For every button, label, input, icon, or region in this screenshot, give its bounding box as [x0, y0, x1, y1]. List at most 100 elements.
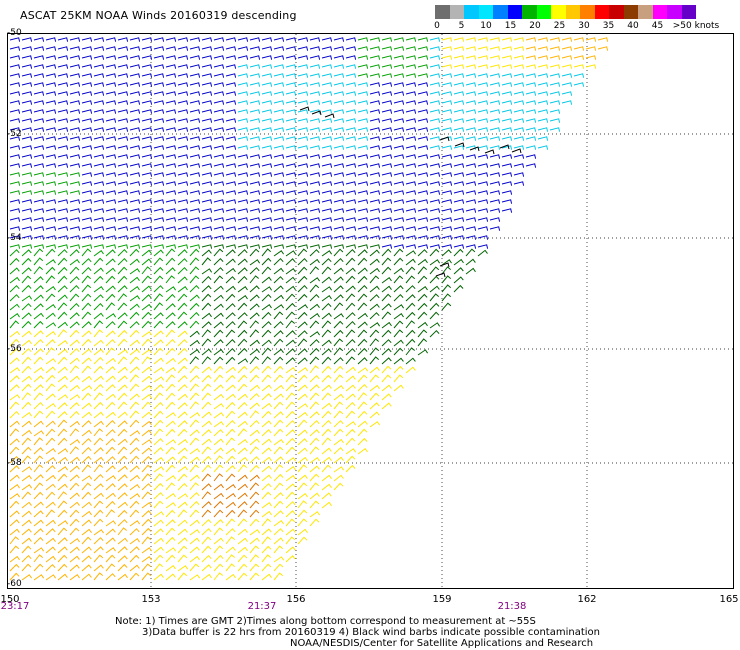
wind-barb [453, 163, 465, 168]
wind-barb [141, 439, 153, 446]
contamination-barb [484, 149, 495, 155]
wind-barb [489, 190, 501, 195]
wind-barb [525, 73, 537, 78]
wind-barb [357, 267, 368, 275]
wind-barb [297, 293, 308, 302]
wind-barb [357, 154, 369, 159]
wind-barb [45, 266, 56, 275]
wind-barb [237, 118, 249, 123]
wind-barb [357, 249, 368, 257]
wind-barb [477, 118, 489, 123]
wind-barb [285, 46, 297, 51]
wind-barb [201, 64, 213, 69]
wind-barb [93, 428, 104, 437]
wind-barb [393, 320, 404, 329]
wind-barb [237, 258, 248, 266]
wind-barb [189, 257, 200, 266]
lon-label-150: 150 [0, 594, 20, 605]
wind-barb [297, 456, 308, 464]
wind-barb [441, 181, 453, 186]
wind-barb [177, 127, 189, 132]
wind-barb [345, 455, 356, 464]
wind-barb [309, 100, 321, 105]
wind-barb [369, 303, 380, 311]
wind-barb [261, 420, 272, 428]
wind-barb [105, 154, 117, 159]
wind-barb [21, 181, 33, 186]
wind-barb [549, 64, 561, 69]
wind-barb [261, 64, 273, 69]
wind-barb [213, 100, 225, 105]
wind-barb [141, 154, 153, 159]
wind-barb [189, 392, 200, 401]
wind-barb [537, 136, 549, 141]
wind-barb [69, 46, 81, 51]
wind-barb [285, 302, 296, 311]
lat-label-50: -50 [7, 28, 22, 38]
wind-barb [381, 199, 393, 204]
wind-barb [21, 466, 33, 473]
wind-barb [429, 217, 441, 222]
wind-barb [69, 82, 81, 87]
wind-barb [453, 267, 464, 275]
wind-barb [165, 199, 177, 204]
lon-label-162: 162 [577, 594, 597, 605]
wind-barb [345, 410, 356, 419]
wind-barb [369, 374, 380, 383]
wind-barb [501, 91, 513, 96]
wind-barb [249, 199, 261, 204]
wind-barb [393, 217, 405, 222]
wind-barb [93, 401, 104, 410]
wind-barb [33, 208, 45, 213]
wind-barb [405, 235, 417, 240]
wind-barb [201, 411, 212, 419]
wind-barb [93, 312, 104, 320]
wind-barb [93, 392, 104, 401]
wind-barb [105, 37, 117, 42]
wind-barb [201, 554, 212, 563]
wind-barb [213, 500, 224, 509]
wind-barb [369, 127, 381, 132]
wind-barb [309, 437, 320, 446]
wind-barb [525, 46, 537, 51]
wind-barb [129, 55, 141, 60]
wind-barb [9, 172, 21, 177]
wind-barb [357, 46, 369, 51]
wind-barb [21, 554, 32, 563]
wind-barb [441, 55, 453, 60]
wind-barb [321, 181, 333, 186]
wind-barb [429, 329, 440, 338]
wind-barb [21, 574, 33, 581]
wind-barb [141, 109, 153, 114]
wind-barb [285, 190, 297, 195]
wind-barb [21, 55, 33, 60]
wind-barb [321, 501, 332, 509]
wind-barb [561, 82, 573, 87]
wind-barb [501, 163, 513, 168]
wind-barb [597, 37, 609, 42]
wind-barb [165, 145, 177, 150]
colorbar-swatch [565, 5, 580, 19]
wind-barb [57, 456, 68, 464]
wind-barb [33, 547, 45, 554]
wind-barb [105, 46, 117, 51]
wind-barb [369, 64, 381, 69]
wind-barb [153, 293, 164, 302]
wind-barb [201, 181, 213, 186]
wind-barb [189, 100, 201, 105]
wind-barb [273, 136, 285, 141]
wind-barb [177, 145, 189, 150]
wind-barb [441, 100, 453, 105]
wind-barb [297, 447, 308, 455]
wind-barb [105, 537, 116, 545]
wind-barb [537, 73, 549, 78]
wind-barb [465, 258, 476, 266]
wind-barb [177, 321, 188, 329]
wind-barb [225, 244, 237, 249]
wind-barb [45, 366, 56, 374]
wind-barb [117, 136, 129, 141]
wind-barb [513, 100, 525, 105]
wind-barb [297, 244, 309, 249]
colorbar-label: 0 [434, 21, 440, 31]
